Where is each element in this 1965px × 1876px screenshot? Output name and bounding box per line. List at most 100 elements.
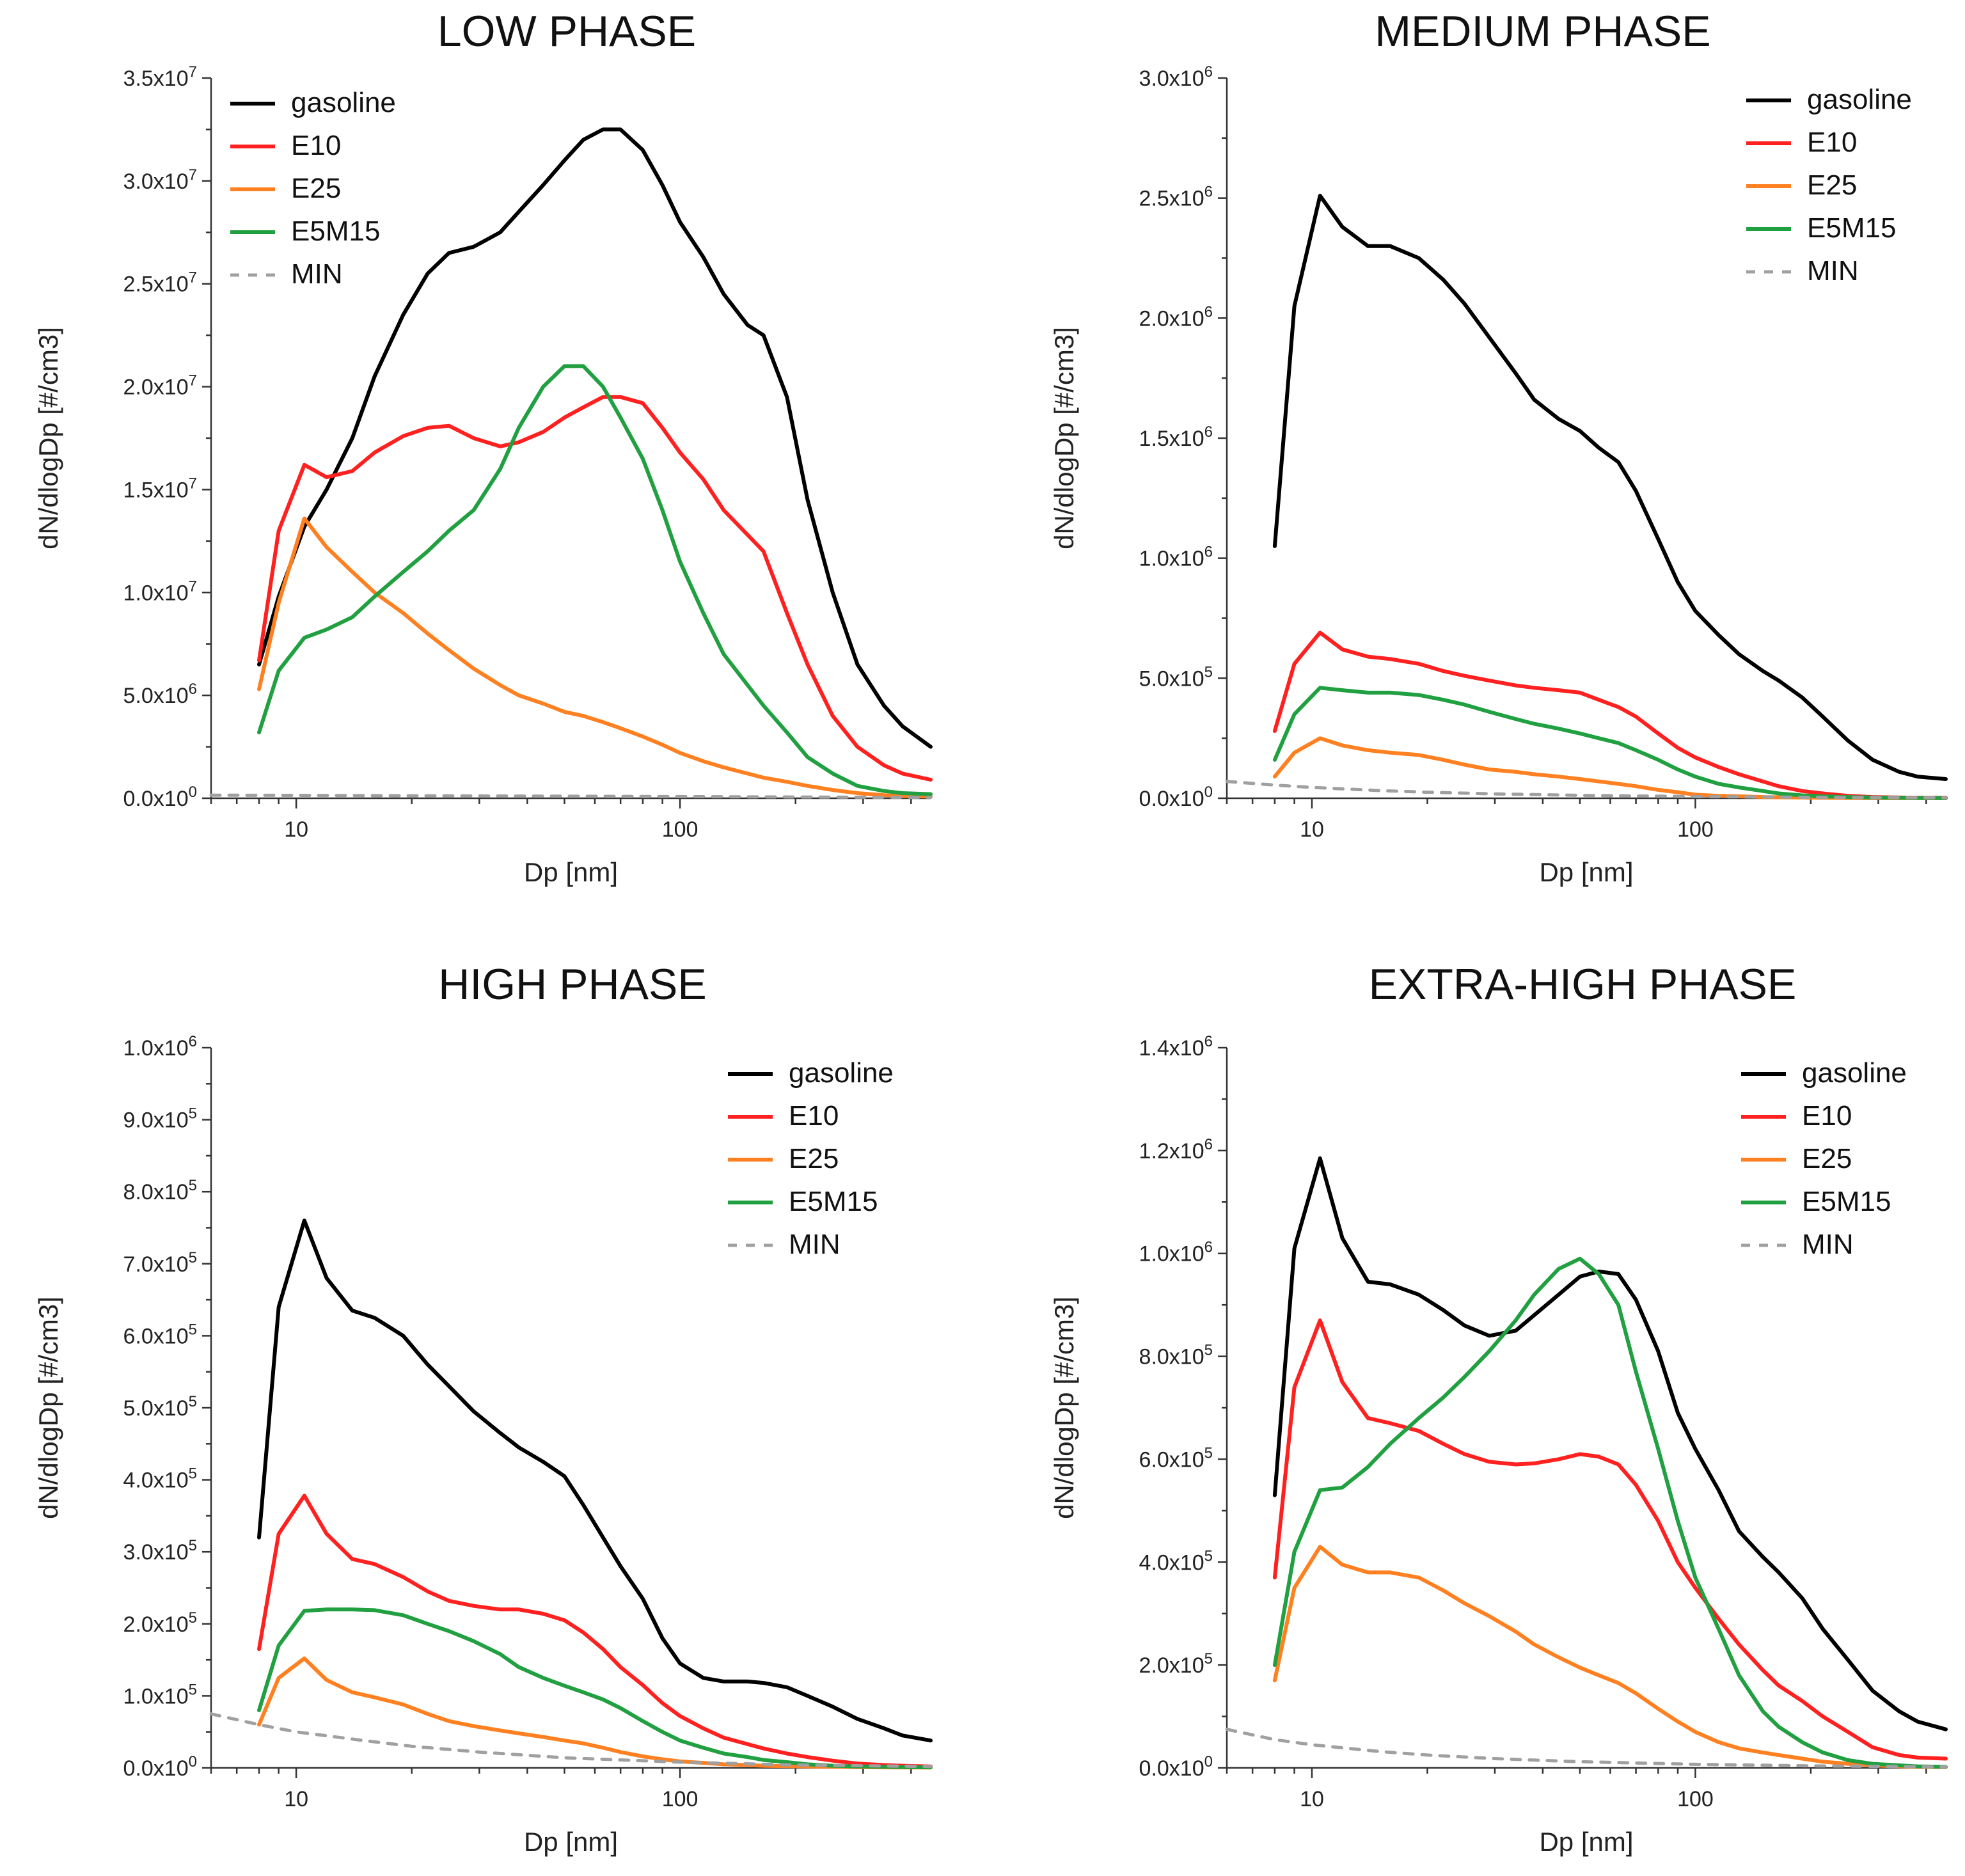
x-axis-label: Dp [nm] (1539, 1827, 1633, 1857)
y-tick-label: 5.0x106 (123, 681, 197, 708)
y-tick-label: 2.5x107 (123, 269, 197, 297)
series-line-e5m15 (257, 1607, 933, 1770)
chart-title: MEDIUM PHASE (1375, 7, 1710, 56)
series-line-gasoline (257, 1218, 933, 1743)
y-tick-label: 1.0x107 (123, 578, 197, 605)
y-tick-label: 6.0x105 (123, 1321, 197, 1348)
x-tick-label: 10 (1300, 1787, 1324, 1811)
legend-label: E10 (1807, 127, 1857, 158)
y-tick-label: 3.5x107 (123, 63, 197, 91)
y-tick-label: 0.0x100 (1139, 1753, 1213, 1781)
legend-label: E25 (1802, 1143, 1852, 1174)
legend-label: E25 (789, 1143, 839, 1174)
x-tick-label: 100 (662, 817, 698, 842)
x-tick-label: 100 (662, 1787, 698, 1811)
series-line-e10 (1272, 631, 1948, 800)
series-line-min (1225, 780, 1948, 800)
y-tick-label: 5.0x105 (123, 1393, 197, 1421)
legend-label: E5M15 (291, 216, 380, 247)
x-tick-label: 10 (284, 1787, 308, 1811)
y-axis-label: dN/dlogDp [#/cm3] (33, 327, 63, 549)
legend-label: MIN (291, 258, 343, 290)
y-tick-label: 1.5x106 (1139, 423, 1213, 451)
y-tick-label: 1.0x106 (1139, 1239, 1213, 1266)
y-tick-label: 2.0x105 (1139, 1650, 1213, 1678)
legend-label: E25 (1807, 169, 1857, 201)
y-axis-label: dN/dlogDp [#/cm3] (33, 1297, 63, 1519)
y-axis-label: dN/dlogDp [#/cm3] (1049, 327, 1079, 549)
x-tick-label: 10 (284, 817, 308, 842)
y-tick-label: 5.0x105 (1139, 663, 1213, 691)
y-tick-label: 1.0x106 (1139, 544, 1213, 571)
series-line-min (209, 793, 933, 800)
chart-title: EXTRA-HIGH PHASE (1369, 960, 1797, 1009)
legend-label: MIN (789, 1229, 840, 1260)
chart-panel-4: EXTRA-HIGH PHASE 0.0x100 2.0x105 4.0x105 6.0… (1049, 960, 1948, 1857)
series-line-gasoline (1272, 1156, 1948, 1731)
chart-title: HIGH PHASE (438, 960, 706, 1009)
y-tick-label: 2.5x106 (1139, 184, 1213, 211)
y-tick-label: 4.0x105 (1139, 1547, 1213, 1575)
legend-label: E25 (291, 173, 341, 204)
y-tick-label: 7.0x105 (123, 1249, 197, 1277)
legend-label: E10 (789, 1100, 839, 1131)
legend: gasoline E10 E25 E5M15 MIN (728, 1057, 894, 1260)
series-line-e10 (257, 395, 933, 782)
x-tick-label: 10 (1300, 817, 1324, 842)
y-tick-label: 3.0x105 (123, 1537, 197, 1565)
y-tick-label: 1.0x105 (123, 1681, 197, 1708)
series-line-gasoline (1272, 193, 1948, 781)
y-tick-label: 0.0x100 (1139, 784, 1213, 811)
legend-label: E5M15 (1807, 212, 1896, 244)
legend-label: MIN (1807, 255, 1859, 287)
y-tick-label: 1.2x106 (1139, 1136, 1213, 1163)
legend: gasoline E10 E25 E5M15 MIN (230, 87, 396, 290)
legend-label: MIN (1802, 1229, 1854, 1260)
y-tick-label: 2.0x105 (123, 1609, 197, 1637)
y-tick-label: 1.0x106 (123, 1033, 197, 1060)
x-axis-label: Dp [nm] (524, 1827, 618, 1857)
y-axis-label: dN/dlogDp [#/cm3] (1049, 1297, 1079, 1519)
series-line-min (209, 1712, 933, 1769)
series-line-gasoline (257, 127, 933, 749)
legend: gasoline E10 E25 E5M15 MIN (1746, 84, 1912, 287)
chart-panel-3: HIGH PHASE 0.0x100 1.0x105 2.0x105 3.0x105 4.… (33, 960, 933, 1857)
series-line-e25 (1272, 1545, 1948, 1769)
y-tick-label: 8.0x105 (123, 1177, 197, 1204)
series-line-e10 (1272, 1318, 1948, 1761)
legend-label: E10 (1802, 1100, 1852, 1131)
y-tick-label: 3.0x106 (1139, 63, 1213, 91)
y-tick-label: 6.0x105 (1139, 1444, 1213, 1472)
legend-label: gasoline (1807, 84, 1912, 115)
chart-panel-2: MEDIUM PHASE 0.0x100 5.0x105 1.0x106 1.5x106… (1049, 7, 1948, 887)
series-line-e5m15 (1272, 1256, 1948, 1769)
legend-label: gasoline (789, 1057, 894, 1089)
chart-panel-1: LOW PHASE 0.0x100 5.0x106 1.0x107 1.5x107 2.0… (33, 7, 933, 887)
series-line-e25 (257, 1656, 933, 1770)
series-line-e10 (257, 1494, 933, 1769)
x-axis-label: Dp [nm] (524, 857, 618, 887)
series-line-min (1225, 1728, 1948, 1769)
y-tick-label: 1.5x107 (123, 475, 197, 502)
legend-label: E5M15 (789, 1186, 878, 1217)
chart-title: LOW PHASE (438, 7, 696, 56)
y-tick-label: 3.0x107 (123, 166, 197, 194)
y-tick-label: 2.0x107 (123, 372, 197, 400)
y-tick-label: 4.0x105 (123, 1465, 197, 1493)
y-tick-label: 0.0x100 (123, 784, 197, 811)
x-axis-label: Dp [nm] (1539, 857, 1633, 887)
legend-label: gasoline (291, 87, 396, 118)
legend-label: gasoline (1802, 1057, 1907, 1089)
series-line-e5m15 (257, 364, 933, 796)
y-tick-label: 8.0x105 (1139, 1342, 1213, 1369)
legend-label: E10 (291, 130, 341, 161)
y-tick-label: 2.0x106 (1139, 303, 1213, 331)
y-tick-label: 9.0x105 (123, 1105, 197, 1133)
y-tick-label: 1.4x106 (1139, 1033, 1213, 1060)
x-tick-label: 100 (1677, 817, 1714, 842)
series-line-e25 (257, 516, 933, 799)
x-tick-label: 100 (1677, 1787, 1714, 1811)
legend: gasoline E10 E25 E5M15 MIN (1741, 1057, 1907, 1260)
legend-label: E5M15 (1802, 1186, 1891, 1217)
